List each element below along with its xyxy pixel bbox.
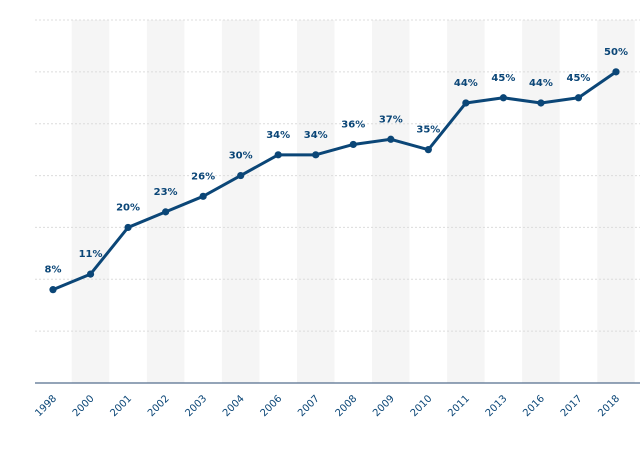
data-label: 20% <box>116 202 140 213</box>
background-band <box>146 20 185 383</box>
data-label: 35% <box>416 125 440 136</box>
x-tick-labels: 1998 2000 2001 2002 2003 2004 2006 2007 2008 2009… <box>33 393 622 419</box>
data-point <box>162 208 170 216</box>
data-point <box>199 192 207 200</box>
x-tick-label: 2001 <box>108 393 134 419</box>
data-label: 26% <box>191 171 215 182</box>
x-tick-label: 2003 <box>183 393 209 419</box>
data-label: 23% <box>154 187 178 198</box>
data-label: 50% <box>604 47 628 58</box>
data-point <box>462 99 470 107</box>
data-label: 45% <box>566 73 590 84</box>
data-point <box>387 135 395 143</box>
x-tick-label: 2009 <box>371 393 397 419</box>
data-label: 11% <box>79 249 103 260</box>
x-tick-label: 2000 <box>71 393 97 419</box>
data-point <box>424 146 432 154</box>
data-point <box>237 171 245 180</box>
data-points <box>49 68 620 294</box>
x-tick-label: 2002 <box>146 393 172 419</box>
data-point <box>537 99 545 107</box>
x-tick-label: 2018 <box>596 393 622 419</box>
data-point <box>312 151 320 159</box>
gridlines <box>35 19 640 332</box>
background-band <box>221 20 260 383</box>
x-tick-label: 2013 <box>484 393 510 419</box>
data-point <box>124 223 132 232</box>
x-tick-label: 2016 <box>521 393 547 419</box>
data-label: 8% <box>45 265 62 276</box>
x-tick-label: 2008 <box>334 393 360 419</box>
background-band <box>296 20 335 383</box>
data-label: 34% <box>304 130 328 141</box>
x-tick-label: 2006 <box>259 393 285 419</box>
data-label: 37% <box>379 114 403 125</box>
data-point <box>86 270 95 278</box>
background-band <box>71 20 110 383</box>
x-tick-label: 2011 <box>446 393 472 419</box>
series-line <box>51 70 618 292</box>
x-tick-label: 2017 <box>559 393 585 419</box>
background-band <box>372 20 410 383</box>
data-label: 45% <box>491 73 515 84</box>
data-label: 44% <box>529 78 553 89</box>
x-tick-label: 2004 <box>221 393 247 419</box>
background-bands <box>71 20 635 383</box>
x-tick-label: 2007 <box>296 393 322 419</box>
data-point <box>612 68 620 76</box>
x-tick-label: 2010 <box>409 393 435 419</box>
data-point <box>574 94 583 102</box>
background-band <box>522 20 560 383</box>
data-point <box>349 140 357 149</box>
x-tick-label: 1998 <box>33 393 59 419</box>
data-point <box>49 286 57 294</box>
data-label: 30% <box>229 151 253 162</box>
data-label: 34% <box>266 130 290 141</box>
data-label: 44% <box>454 78 478 89</box>
background-band <box>447 20 485 383</box>
data-point <box>499 94 507 102</box>
data-point <box>274 151 282 159</box>
data-label: 36% <box>341 119 365 130</box>
data-labels: 8% 11% 20% 23% 26% 30% 34% 34% 36% 37% 35% 44% 45% 44… <box>45 47 628 276</box>
